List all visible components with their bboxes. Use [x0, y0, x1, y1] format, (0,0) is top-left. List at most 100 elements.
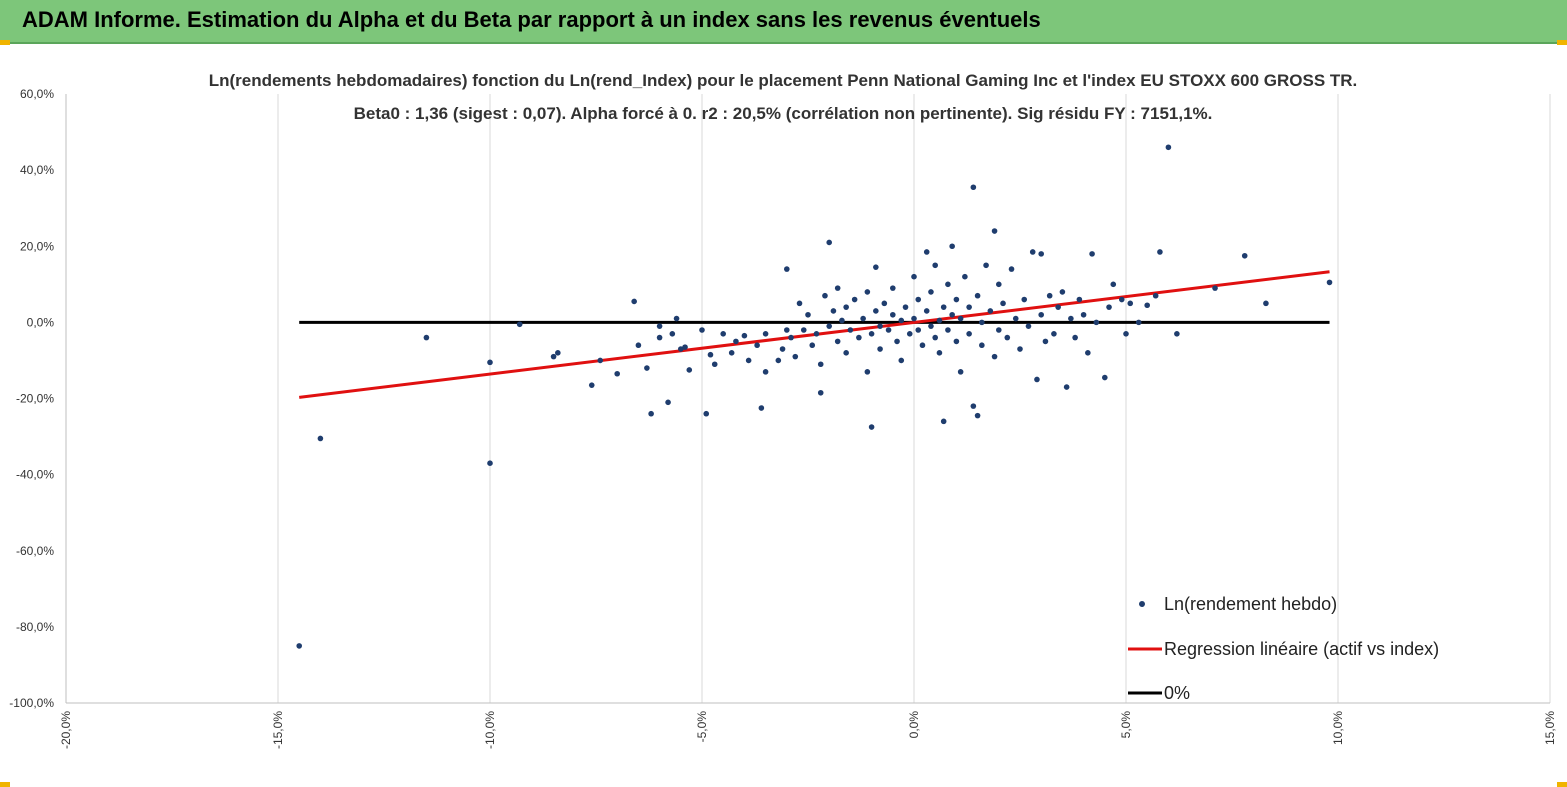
data-point	[834, 285, 841, 291]
data-point	[1106, 304, 1112, 310]
data-point	[856, 334, 862, 341]
data-point	[847, 327, 854, 333]
data-point	[1059, 289, 1066, 295]
y-tick-label: -60,0%	[16, 544, 54, 558]
y-tick-label: 0,0%	[27, 315, 55, 329]
data-point	[953, 296, 960, 303]
data-point	[996, 327, 1002, 333]
data-point	[898, 357, 905, 364]
data-point	[911, 315, 917, 322]
data-point	[1012, 315, 1019, 322]
data-point	[996, 281, 1002, 288]
data-point	[979, 319, 985, 326]
data-point	[962, 273, 968, 280]
data-point	[940, 418, 947, 425]
data-point	[1055, 304, 1061, 310]
chart-title: Ln(rendements hebdomadaires) fonction du…	[209, 71, 1358, 90]
data-point	[873, 264, 879, 270]
legend-label-scatter: Ln(rendement hebdo)	[1164, 594, 1337, 614]
data-point	[843, 350, 849, 356]
corner-marker	[1557, 40, 1567, 45]
data-point	[796, 300, 803, 307]
data-point	[957, 315, 964, 322]
data-point	[826, 239, 832, 246]
data-point	[1118, 296, 1125, 303]
data-point	[754, 342, 760, 349]
data-point	[890, 311, 896, 318]
data-point	[1063, 384, 1070, 390]
data-point	[1174, 330, 1180, 337]
data-point	[1123, 330, 1129, 337]
data-point	[919, 342, 926, 349]
data-point	[970, 403, 977, 409]
x-tick-label: -10,0%	[483, 711, 497, 749]
data-point	[932, 262, 938, 269]
x-tick-label: 5,0%	[1119, 711, 1133, 739]
data-point	[665, 399, 671, 406]
data-point	[1038, 251, 1044, 257]
data-point	[860, 315, 866, 322]
chart-subtitle: Beta0 : 1,36 (sigest : 0,07). Alpha forc…	[354, 104, 1213, 123]
data-point	[1089, 251, 1095, 257]
data-point	[949, 311, 955, 318]
data-point	[1042, 338, 1049, 345]
data-point	[805, 311, 811, 318]
y-tick-label: 40,0%	[20, 163, 54, 177]
data-point	[1212, 285, 1218, 291]
data-point	[733, 338, 739, 345]
y-tick-label: -40,0%	[16, 468, 54, 482]
data-point	[317, 435, 324, 442]
data-point	[1165, 144, 1172, 151]
data-point	[711, 361, 718, 368]
report-banner: ADAM Informe. Estimation du Alpha et du …	[0, 0, 1567, 44]
data-point	[834, 338, 841, 345]
data-point	[800, 327, 807, 333]
data-point	[928, 323, 934, 329]
data-point	[758, 405, 765, 411]
data-point	[949, 243, 955, 250]
y-tick-label: 20,0%	[20, 239, 54, 253]
data-point	[1326, 279, 1333, 286]
data-point	[1135, 319, 1142, 326]
y-tick-label: -20,0%	[16, 392, 54, 406]
data-point	[1085, 350, 1091, 356]
y-tick-label: 60,0%	[20, 87, 54, 101]
data-point	[745, 357, 752, 364]
data-point	[915, 296, 922, 303]
data-point	[686, 367, 693, 373]
data-point	[953, 338, 960, 345]
data-point	[1110, 281, 1117, 288]
data-point	[885, 327, 892, 333]
data-point	[817, 361, 824, 368]
data-point	[877, 346, 883, 352]
x-tick-label: 15,0%	[1543, 711, 1557, 745]
data-point	[974, 412, 981, 419]
data-point	[868, 330, 875, 337]
data-point	[991, 353, 998, 360]
data-point	[940, 304, 947, 310]
data-point	[669, 330, 676, 337]
data-point	[813, 330, 820, 337]
data-point	[881, 300, 888, 307]
data-point	[915, 327, 922, 333]
legend-label-zero: 0%	[1164, 683, 1190, 703]
data-point	[703, 410, 710, 417]
data-point	[1152, 292, 1159, 299]
data-point	[296, 643, 303, 649]
data-point	[809, 342, 816, 349]
legend-label-regression: Regression linéaire (actif vs index)	[1164, 639, 1439, 659]
data-point	[678, 346, 684, 352]
data-point	[991, 228, 998, 234]
legend-marker-scatter	[1139, 601, 1145, 607]
data-point	[979, 342, 985, 349]
data-point	[673, 315, 680, 322]
data-point	[932, 334, 938, 341]
data-point	[945, 281, 951, 288]
data-point	[890, 285, 896, 291]
data-point	[817, 389, 824, 396]
data-point	[966, 330, 972, 337]
chart-area: -20,0% -15,0% -10,0% -5,0% 0,0% 5,0% 10,0% 15,0…	[0, 44, 1567, 787]
data-point	[1017, 346, 1023, 352]
data-point	[423, 334, 430, 341]
